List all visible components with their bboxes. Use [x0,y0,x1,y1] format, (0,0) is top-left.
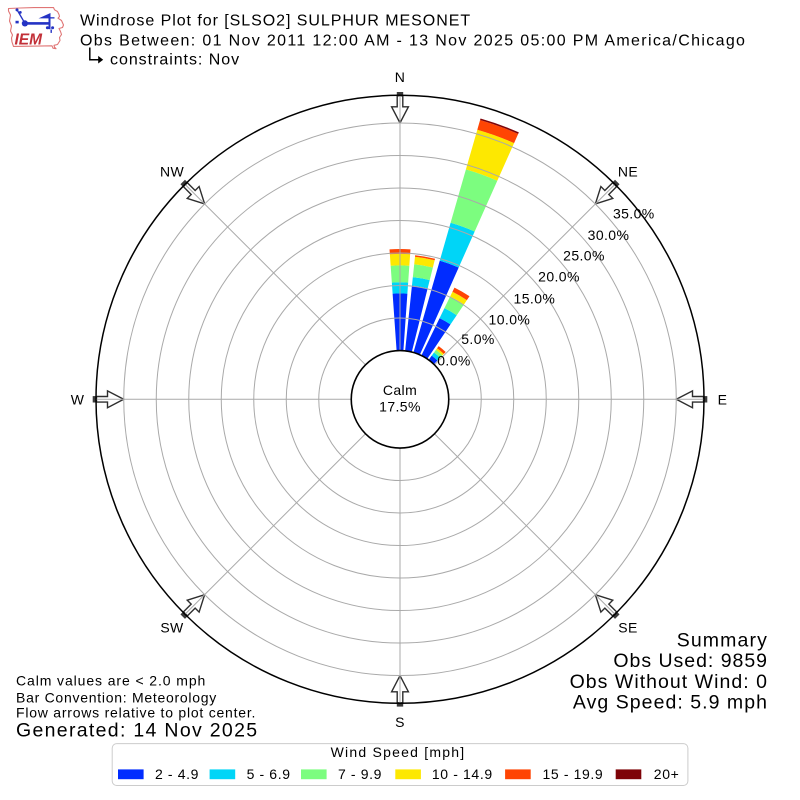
svg-text:S: S [395,714,405,730]
svg-text:E: E [718,391,728,407]
svg-text:15 - 19.9: 15 - 19.9 [543,766,604,782]
svg-text:Calm: Calm [383,382,417,398]
svg-text:Generated: 14 Nov 2025: Generated: 14 Nov 2025 [16,720,258,742]
svg-text:SE: SE [618,619,637,635]
svg-text:Obs Used: 9859: Obs Used: 9859 [613,650,768,672]
svg-text:17.5%: 17.5% [379,399,421,415]
svg-text:20.0%: 20.0% [538,269,580,285]
svg-text:NE: NE [618,163,638,179]
svg-text:7 - 9.9: 7 - 9.9 [338,766,382,782]
svg-text:Windrose Plot for [SLSO2] SULP: Windrose Plot for [SLSO2] SULPHUR MESONE… [80,13,471,30]
svg-text:Bar Convention: Meteorology: Bar Convention: Meteorology [16,689,217,705]
svg-text:0.0%: 0.0% [437,352,471,368]
svg-text:W: W [71,391,85,407]
svg-text:N: N [395,69,406,85]
svg-text:Summary: Summary [677,629,768,651]
svg-text:35.0%: 35.0% [613,206,655,222]
svg-text:IEM: IEM [15,32,44,49]
svg-text:Calm values are < 2.0 mph: Calm values are < 2.0 mph [16,672,206,688]
svg-text:5.0%: 5.0% [461,331,495,347]
svg-text:Obs Without Wind: 0: Obs Without Wind: 0 [570,671,768,693]
svg-text:25.0%: 25.0% [563,248,605,264]
svg-text:15.0%: 15.0% [514,291,556,307]
svg-text:Obs Between: 01 Nov 2011 12:00: Obs Between: 01 Nov 2011 12:00 AM - 13 N… [80,32,746,49]
svg-text:constraints: Nov: constraints: Nov [110,52,240,69]
svg-text:Flow arrows relative to plot c: Flow arrows relative to plot center. [16,704,256,720]
svg-text:2 - 4.9: 2 - 4.9 [155,766,199,782]
svg-text:10.0%: 10.0% [489,312,531,328]
svg-text:Wind Speed [mph]: Wind Speed [mph] [331,744,466,760]
svg-text:20+: 20+ [654,766,680,782]
svg-text:30.0%: 30.0% [588,227,630,243]
svg-text:10 - 14.9: 10 - 14.9 [432,766,493,782]
svg-text:NW: NW [160,163,185,179]
svg-text:Avg Speed: 5.9 mph: Avg Speed: 5.9 mph [573,692,768,714]
svg-text:SW: SW [160,619,184,635]
svg-text:5 - 6.9: 5 - 6.9 [247,766,291,782]
